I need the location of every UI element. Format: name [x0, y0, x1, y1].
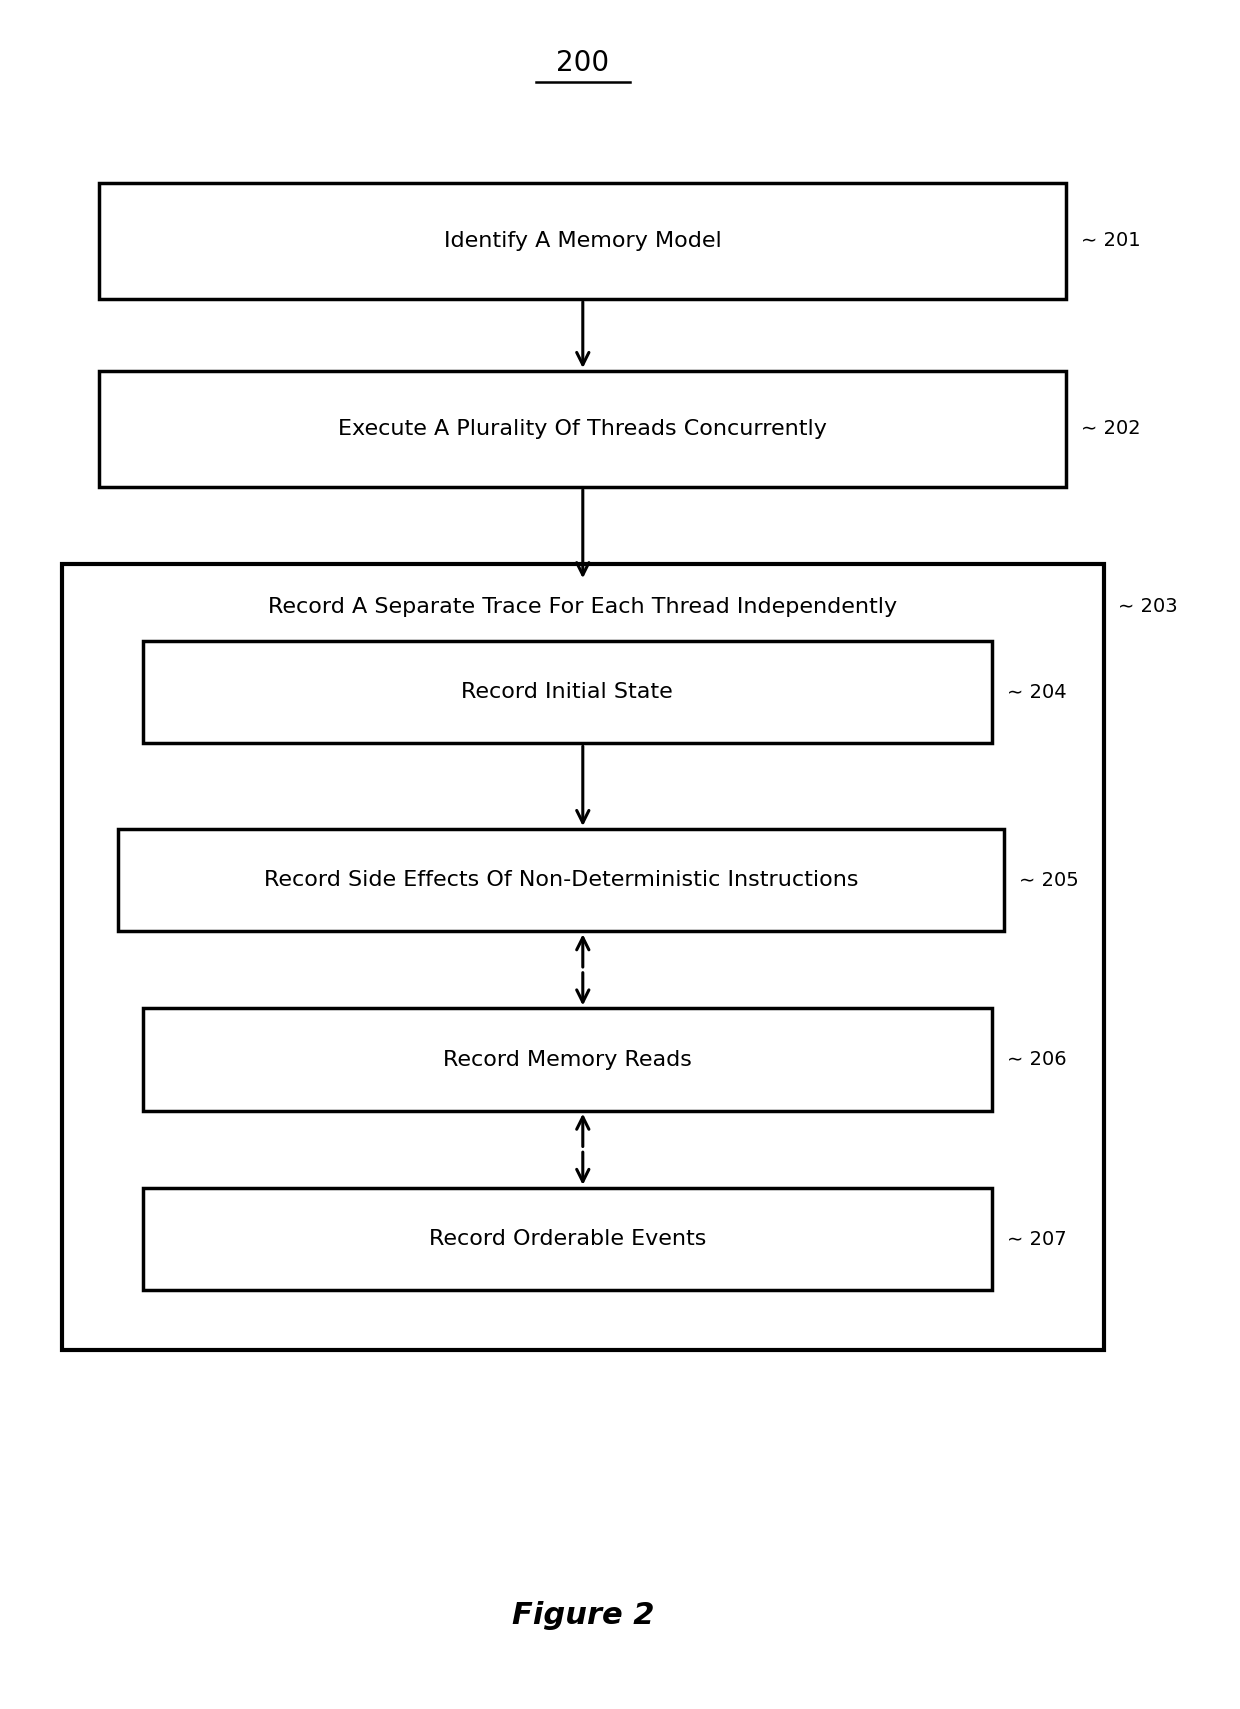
Text: Record Memory Reads: Record Memory Reads — [443, 1049, 692, 1070]
Bar — [62, 564, 1104, 1350]
Bar — [99, 371, 1066, 487]
Text: ∼ 204: ∼ 204 — [1007, 682, 1066, 702]
Text: Execute A Plurality Of Threads Concurrently: Execute A Plurality Of Threads Concurren… — [339, 419, 827, 439]
Text: ∼ 206: ∼ 206 — [1007, 1049, 1066, 1070]
Bar — [118, 829, 1004, 931]
Text: 200: 200 — [557, 50, 609, 77]
Text: ∼ 207: ∼ 207 — [1007, 1229, 1066, 1249]
Text: Record A Separate Trace For Each Thread Independently: Record A Separate Trace For Each Thread … — [268, 596, 898, 617]
Text: Figure 2: Figure 2 — [512, 1601, 653, 1629]
Bar — [143, 1008, 992, 1111]
Text: ∼ 205: ∼ 205 — [1019, 870, 1079, 890]
Bar — [143, 1188, 992, 1290]
Text: ∼ 201: ∼ 201 — [1081, 231, 1141, 251]
Text: Record Orderable Events: Record Orderable Events — [429, 1229, 706, 1249]
Bar — [99, 183, 1066, 299]
Text: Identify A Memory Model: Identify A Memory Model — [444, 231, 722, 251]
Text: ∼ 203: ∼ 203 — [1118, 596, 1178, 617]
Text: Record Initial State: Record Initial State — [461, 682, 673, 702]
Bar — [143, 641, 992, 743]
Text: ∼ 202: ∼ 202 — [1081, 419, 1141, 439]
Text: Record Side Effects Of Non-Deterministic Instructions: Record Side Effects Of Non-Deterministic… — [264, 870, 858, 890]
